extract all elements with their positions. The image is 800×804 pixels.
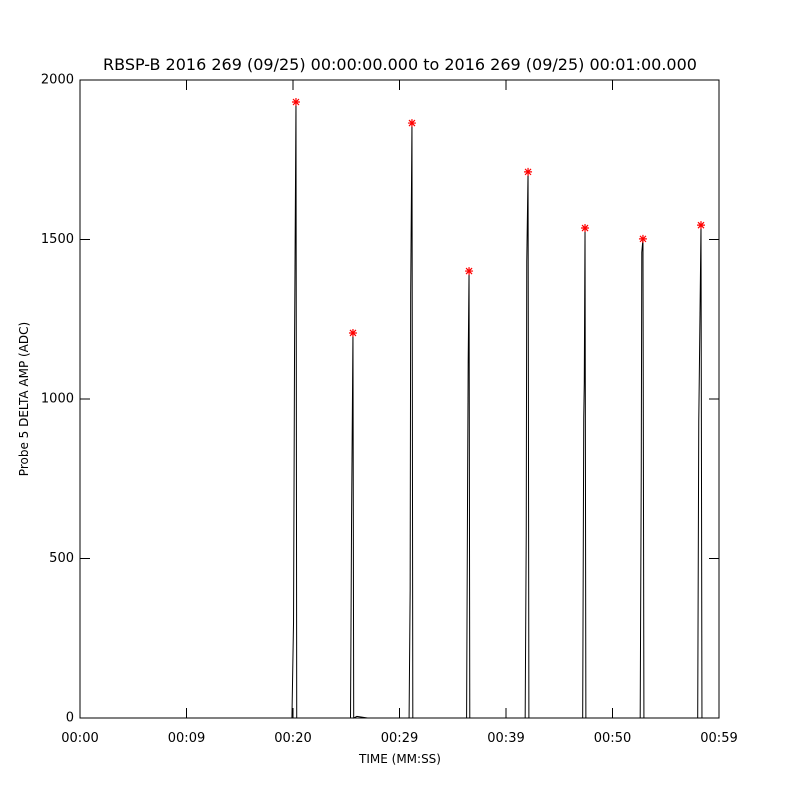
x-tick-label: 00:29 <box>381 731 418 746</box>
peak-marker <box>407 119 416 128</box>
x-tick-label: 00:00 <box>61 731 98 746</box>
peak-marker <box>638 234 647 243</box>
x-tick-label: 00:39 <box>487 731 524 746</box>
x-tick-label: 00:09 <box>168 731 205 746</box>
y-axis-label: Probe 5 DELTA AMP (ADC) <box>17 322 31 476</box>
y-tick-label: 0 <box>66 711 74 726</box>
y-tick-label: 2000 <box>41 73 74 88</box>
peak-marker <box>581 224 590 233</box>
peak-marker <box>348 328 357 337</box>
y-tick-label: 500 <box>49 551 74 566</box>
y-tick-label: 1500 <box>41 232 74 247</box>
peak-marker <box>465 267 474 276</box>
x-tick-label: 00:59 <box>700 731 737 746</box>
x-axis-label: TIME (MM:SS) <box>358 752 441 766</box>
peak-marker <box>697 221 706 230</box>
peak-marker <box>291 98 300 107</box>
chart-title: RBSP-B 2016 269 (09/25) 00:00:00.000 to … <box>103 55 697 74</box>
y-tick-label: 1000 <box>41 392 74 407</box>
x-tick-label: 00:20 <box>274 731 311 746</box>
peak-marker <box>524 167 533 176</box>
x-tick-label: 00:50 <box>594 731 631 746</box>
